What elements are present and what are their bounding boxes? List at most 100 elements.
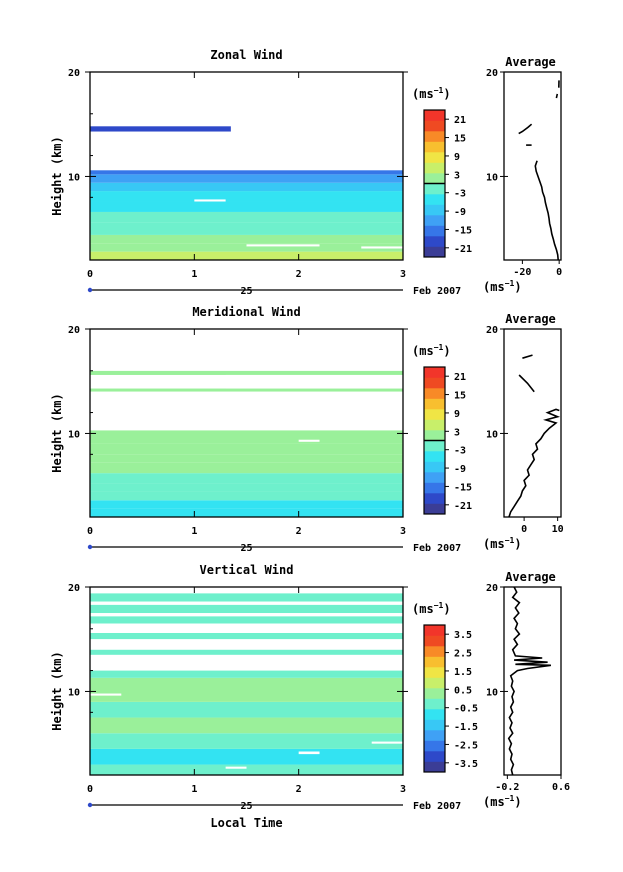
profile-unit-close: ) (514, 537, 521, 551)
colorbar-swatch (424, 131, 445, 142)
y-tick-label: 20 (68, 583, 80, 594)
colorbar-tick-label: -21 (454, 244, 472, 255)
x-tick-label: 1 (191, 784, 197, 795)
heatmap-band (90, 508, 403, 517)
x-tick-label: 1 (191, 526, 197, 537)
date-tick-label: 25 (240, 543, 252, 554)
profile-y-tick-label: 20 (486, 68, 498, 79)
heatmap-band (90, 191, 403, 202)
colorbar-swatch (424, 183, 445, 195)
heatmap-band (90, 430, 403, 444)
y-tick-label: 10 (68, 172, 80, 183)
profile-y-tick-label: 10 (486, 687, 498, 698)
x-tick-label: 0 (87, 269, 93, 280)
missing-data-region (298, 751, 320, 755)
heatmap-band (90, 251, 403, 260)
colorbar-swatch (424, 451, 445, 462)
colorbar-swatch (424, 472, 445, 483)
colorbar-unit-close: ) (443, 344, 450, 358)
colorbar-swatch (424, 236, 445, 247)
profile-unit-text: (ms (483, 537, 505, 551)
colorbar-swatch (424, 409, 445, 420)
colorbar-swatch (424, 709, 445, 720)
heatmap-band (90, 201, 403, 212)
profile-x-axis-label: (ms−1) (483, 536, 522, 551)
colorbar-swatch (424, 751, 445, 762)
colorbar-tick-label: -1.5 (454, 722, 478, 733)
heatmap-band (90, 370, 403, 375)
missing-data-region (90, 613, 403, 617)
colorbar-unit-exponent: −1 (434, 343, 444, 352)
missing-data-region (90, 132, 403, 171)
colorbar-swatch (424, 482, 445, 494)
colorbar-tick-label: -9 (454, 207, 466, 218)
colorbar-unit: (ms−1) (412, 601, 451, 616)
x-tick-label: 2 (296, 784, 302, 795)
heatmap-band (90, 234, 403, 244)
missing-data-region (90, 329, 403, 371)
profile-y-tick-label: 20 (486, 325, 498, 336)
panel-title: Meridional Wind (192, 305, 300, 319)
colorbar-swatch (424, 377, 445, 389)
colorbar-tick-label: 21 (454, 115, 466, 126)
y-axis-label: Height (km) (50, 651, 64, 730)
missing-data-region (246, 244, 320, 247)
colorbar-tick-label: 9 (454, 409, 460, 420)
heatmap-band (90, 649, 403, 655)
y-tick-label: 20 (68, 325, 80, 336)
meridional-panel: 0 1 2 3 20 10 Meridional Wind Height (km) 25 Feb … (50, 305, 564, 554)
colorbar-swatch (424, 141, 445, 153)
profile-line (518, 374, 535, 393)
colorbar-tick-label: 2.5 (454, 649, 472, 660)
colorbar-tick-label: 1.5 (454, 667, 472, 678)
colorbar-swatch (424, 461, 445, 473)
colorbar-unit-close: ) (443, 602, 450, 616)
colorbar-tick-label: -21 (454, 501, 472, 512)
heatmap-band (90, 222, 403, 235)
colorbar-swatch (424, 246, 445, 258)
heatmap-band (90, 170, 403, 175)
profile-x-tick-label: -20 (513, 267, 531, 278)
x-tick-label: 2 (296, 526, 302, 537)
profile-frame (503, 328, 562, 518)
heatmap-band (90, 604, 403, 614)
profile-y-tick-label: 10 (486, 172, 498, 183)
panel-title: Zonal Wind (210, 48, 282, 62)
heatmap-band (90, 701, 403, 718)
heatmap-band (90, 670, 403, 678)
profile-frame (503, 586, 562, 776)
colorbar-unit: (ms−1) (412, 343, 451, 358)
missing-data-region (194, 199, 226, 202)
colorbar-unit: (ms−1) (412, 86, 451, 101)
heatmap-band (90, 473, 403, 484)
profile-x-tick-label: -0.2 (495, 782, 519, 793)
colorbar-swatch (424, 430, 445, 441)
x-tick-label: 0 (87, 526, 93, 537)
colorbar-tick-label: -3.5 (454, 759, 478, 770)
colorbar-swatch (424, 646, 445, 657)
colorbar-tick-label: -15 (454, 482, 472, 493)
heatmap-band (90, 717, 403, 734)
missing-data-region (90, 693, 122, 696)
plot-frame (89, 328, 404, 518)
missing-data-region (298, 439, 320, 442)
heatmap-band (90, 388, 403, 392)
x-tick-label: 3 (400, 526, 406, 537)
heatmap-band (90, 454, 403, 463)
zonal-panel: 0 1 2 3 20 10 Zonal Wind Height (km) 25 Feb 2007 2… (50, 48, 562, 297)
colorbar-tick-label: 21 (454, 372, 466, 383)
colorbar-tick-label: -15 (454, 225, 472, 236)
x-tick-label: 3 (400, 784, 406, 795)
profile-line (508, 408, 561, 518)
heatmap-band (90, 616, 403, 624)
profile-x-tick-label: 0 (521, 524, 527, 535)
colorbar-swatch (424, 398, 445, 410)
heatmap-band (90, 174, 403, 183)
colorbar-unit-text: (ms (412, 87, 434, 101)
colorbar-tick-label: 15 (454, 134, 466, 145)
colorbar-swatch (424, 162, 445, 174)
colorbar-tick-label: -3 (454, 446, 466, 457)
date-axis-marker (87, 544, 93, 550)
x-tick-label: 2 (296, 269, 302, 280)
missing-data-region (361, 246, 403, 249)
